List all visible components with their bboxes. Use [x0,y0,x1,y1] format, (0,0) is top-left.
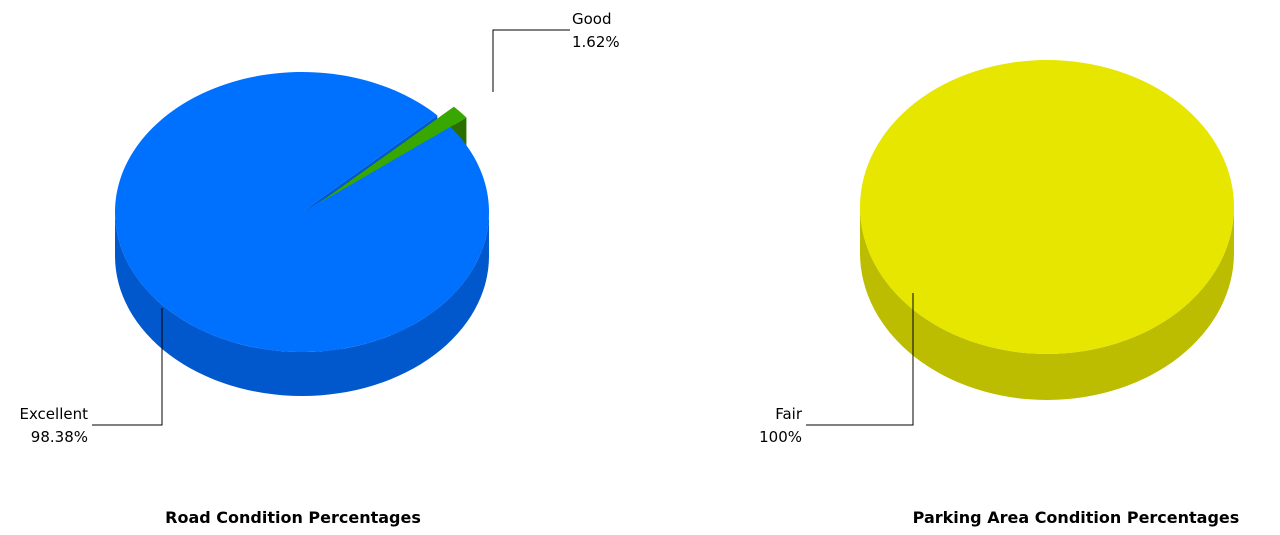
fair-slice-label: Fair [775,405,803,423]
excellent-leader-line [92,308,163,426]
excellent-slice-value: 98.38% [31,428,88,446]
fair-leader-line [806,293,914,426]
pie-sides [860,207,1234,400]
parking-condition-chart: Fair 100% Parking Area Condition Percent… [759,60,1239,527]
good-slice [318,106,467,204]
fair-slice-value: 100% [759,428,802,446]
road-chart-title: Road Condition Percentages [165,508,421,527]
pie-tops [115,72,490,353]
excellent-slice-label: Excellent [19,405,88,423]
pie-tops [860,60,1234,354]
excellent-slice-side [115,212,489,396]
road-condition-chart: Good 1.62% Excellent 98.38% Road Conditi… [19,10,619,527]
fair-slice-side [860,207,1234,400]
good-slice-value: 1.62% [572,33,620,51]
good-leader-line [492,29,570,92]
fair-slice [860,60,1234,354]
parking-chart-title: Parking Area Condition Percentages [913,508,1240,527]
good-slice-label: Good [572,10,612,28]
excellent-slice [115,72,490,353]
